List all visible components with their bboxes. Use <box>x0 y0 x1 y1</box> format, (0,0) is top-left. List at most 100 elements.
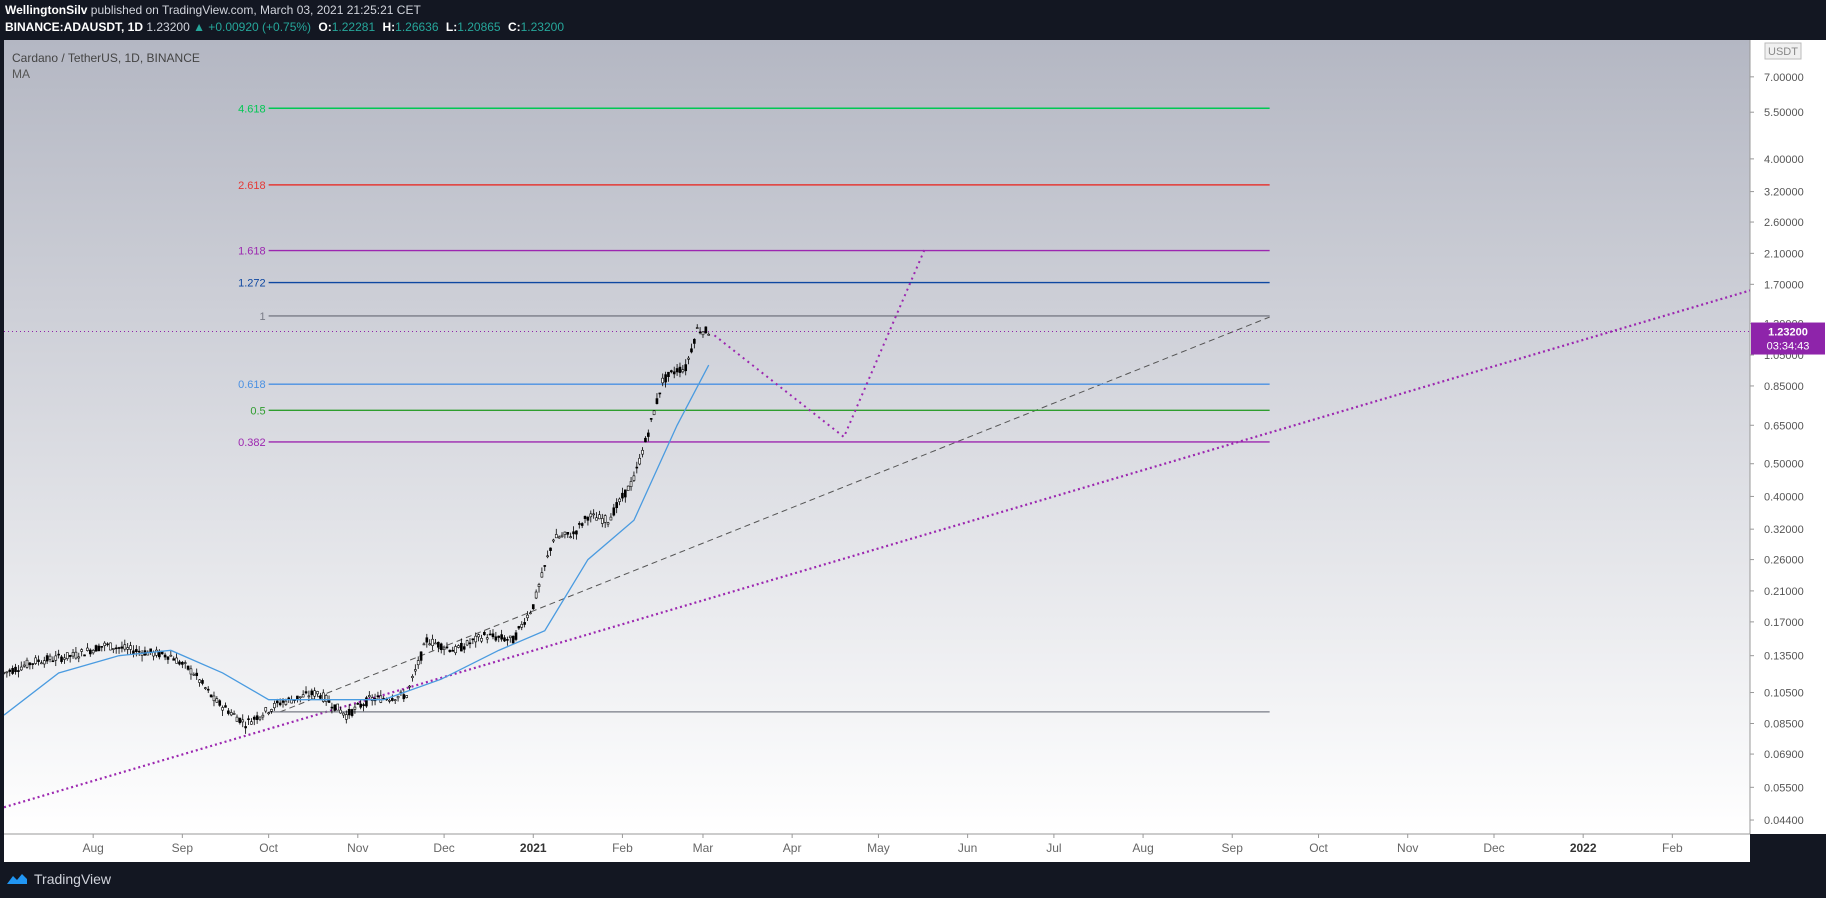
legend-title[interactable]: Cardano / TetherUS, 1D, BINANCE <box>12 51 200 65</box>
candle-body[interactable] <box>63 657 66 660</box>
candle-body[interactable] <box>563 531 567 535</box>
candle-body[interactable] <box>465 640 469 646</box>
candle-body[interactable] <box>235 716 239 722</box>
candle-body[interactable] <box>169 654 173 657</box>
candle-body[interactable] <box>615 502 618 509</box>
candle-body[interactable] <box>376 695 380 698</box>
candle-body[interactable] <box>540 572 544 578</box>
candle-body[interactable] <box>445 646 449 649</box>
candle-body[interactable] <box>402 694 406 700</box>
candle-body[interactable] <box>57 653 60 656</box>
candle-body[interactable] <box>307 695 311 698</box>
price-tag[interactable] <box>1751 322 1825 355</box>
price-chart[interactable]: 4.618 2.618 1.618 1.272 1 0.618 0.5 0.382 7.000… <box>0 40 1826 862</box>
candle-body[interactable] <box>206 688 210 691</box>
candle-body[interactable] <box>543 565 547 567</box>
candle-body[interactable] <box>42 660 46 665</box>
candle-body[interactable] <box>350 709 354 716</box>
dashed-trend-line[interactable] <box>279 316 1270 713</box>
candle-body[interactable] <box>298 696 302 699</box>
candle-body[interactable] <box>566 532 570 535</box>
candle-body[interactable] <box>606 522 610 525</box>
candle-body[interactable] <box>8 669 12 672</box>
candle-body[interactable] <box>517 626 521 629</box>
time-axis[interactable] <box>4 834 1750 862</box>
candle-body[interactable] <box>301 694 305 698</box>
candle-body[interactable] <box>5 671 9 674</box>
candle-body[interactable] <box>523 622 526 625</box>
candle-body[interactable] <box>468 642 472 645</box>
candle-body[interactable] <box>480 637 483 642</box>
candle-body[interactable] <box>503 637 506 642</box>
candle-body[interactable] <box>74 651 78 659</box>
candle-body[interactable] <box>316 691 319 695</box>
candle-body[interactable] <box>100 646 104 648</box>
candle-body[interactable] <box>106 643 109 646</box>
candle-body[interactable] <box>600 518 604 524</box>
candle-body[interactable] <box>137 650 141 653</box>
candle-body[interactable] <box>635 466 639 469</box>
candle-body[interactable] <box>508 635 512 639</box>
candle-body[interactable] <box>353 706 357 710</box>
candle-body[interactable] <box>577 523 581 525</box>
candle-body[interactable] <box>672 371 676 375</box>
candle-body[interactable] <box>247 718 250 721</box>
candle-body[interactable] <box>68 655 72 657</box>
candle-body[interactable] <box>580 523 584 526</box>
candle-body[interactable] <box>598 514 601 520</box>
candle-body[interactable] <box>609 516 613 521</box>
candle-body[interactable] <box>11 668 14 674</box>
candle-body[interactable] <box>552 539 555 542</box>
candle-body[interactable] <box>425 637 429 643</box>
candle-body[interactable] <box>396 695 400 699</box>
candle-body[interactable] <box>267 712 270 715</box>
candle-body[interactable] <box>126 647 129 650</box>
candle-body[interactable] <box>460 642 463 652</box>
candle-body[interactable] <box>224 705 227 708</box>
candle-body[interactable] <box>431 638 434 646</box>
candle-body[interactable] <box>270 709 273 712</box>
candle-body[interactable] <box>175 657 178 664</box>
candle-body[interactable] <box>583 515 587 519</box>
candle-body[interactable] <box>111 648 115 650</box>
candle-body[interactable] <box>514 632 518 640</box>
candle-body[interactable] <box>664 374 667 383</box>
candle-body[interactable] <box>537 584 541 587</box>
candle-body[interactable] <box>198 679 201 683</box>
candle-body[interactable] <box>422 643 426 646</box>
candle-body[interactable] <box>275 700 279 704</box>
candle-body[interactable] <box>529 612 532 615</box>
candle-body[interactable] <box>166 656 170 660</box>
candle-body[interactable] <box>201 680 204 684</box>
candle-body[interactable] <box>419 651 423 661</box>
candle-body[interactable] <box>186 665 190 670</box>
candle-body[interactable] <box>195 672 199 677</box>
candle-body[interactable] <box>629 481 633 487</box>
candle-body[interactable] <box>491 633 495 638</box>
candle-body[interactable] <box>474 635 478 643</box>
candle-body[interactable] <box>500 634 503 640</box>
candle-body[interactable] <box>227 710 230 714</box>
candle-body[interactable] <box>557 536 561 539</box>
candle-body[interactable] <box>255 715 259 721</box>
candle-body[interactable] <box>19 666 23 671</box>
candle-body[interactable] <box>572 531 575 535</box>
candle-body[interactable] <box>163 654 167 658</box>
candle-body[interactable] <box>86 647 89 651</box>
candle-body[interactable] <box>356 703 360 705</box>
candle-body[interactable] <box>554 534 558 539</box>
candle-body[interactable] <box>215 698 219 703</box>
candle-body[interactable] <box>391 698 394 701</box>
candle-body[interactable] <box>244 726 247 729</box>
candle-body[interactable] <box>48 655 52 660</box>
candle-body[interactable] <box>451 649 455 652</box>
candle-body[interactable] <box>497 635 501 638</box>
candle-body[interactable] <box>71 652 75 657</box>
candle-body[interactable] <box>359 703 362 708</box>
candle-body[interactable] <box>258 716 262 720</box>
author-name[interactable]: WellingtonSilv <box>5 3 88 17</box>
candle-body[interactable] <box>678 366 682 373</box>
candle-body[interactable] <box>506 639 509 641</box>
candle-body[interactable] <box>448 649 452 652</box>
candle-body[interactable] <box>575 530 578 535</box>
